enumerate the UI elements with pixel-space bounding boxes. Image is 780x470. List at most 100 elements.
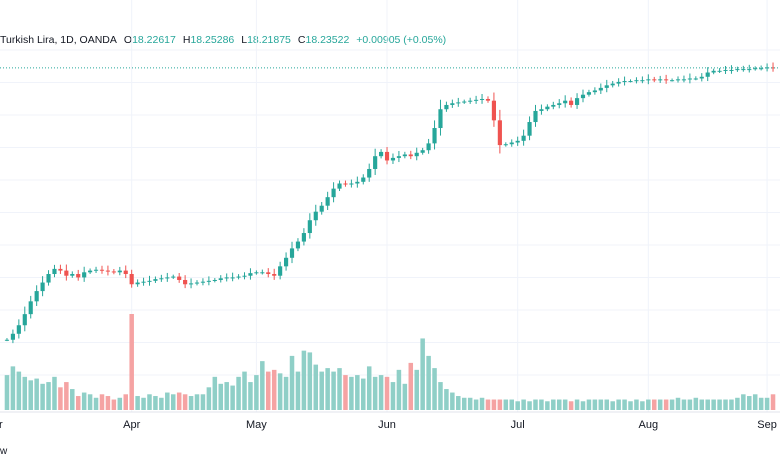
volume-bar	[741, 394, 746, 410]
candle-body	[634, 80, 639, 82]
volume-bar	[372, 376, 378, 410]
candle	[628, 79, 633, 83]
candle	[379, 149, 384, 159]
volume-bar	[93, 397, 99, 410]
candle	[664, 74, 669, 84]
volume-bar	[218, 383, 224, 410]
candle-body	[426, 143, 431, 151]
candle	[319, 201, 324, 215]
candle	[76, 269, 81, 281]
volume-bar	[675, 397, 681, 410]
candle	[474, 95, 479, 104]
candle	[147, 275, 152, 286]
volume-bar	[52, 376, 57, 410]
volume-bar	[46, 382, 51, 410]
volume-bar	[266, 371, 271, 410]
candle-body	[266, 272, 271, 275]
volume-bar	[628, 401, 633, 410]
candle	[10, 329, 15, 344]
candle	[46, 270, 51, 286]
candle-body	[76, 274, 81, 278]
candle	[741, 65, 746, 72]
candle-body	[272, 274, 277, 276]
volume-bar	[527, 401, 532, 410]
x-tick-label: Jul	[511, 419, 525, 431]
volume-bar	[456, 396, 461, 410]
candle-body	[390, 157, 396, 161]
volume-bar	[586, 399, 592, 410]
candle	[723, 65, 728, 74]
candle-body	[468, 100, 473, 102]
volume-bar	[461, 397, 467, 410]
candle-body	[497, 120, 502, 146]
volume-bar	[236, 376, 241, 410]
candle	[171, 274, 176, 279]
candle-body	[236, 276, 241, 278]
candle	[22, 306, 27, 332]
candle	[177, 272, 182, 283]
candle	[533, 104, 538, 127]
candle-body	[194, 282, 200, 284]
candle	[349, 179, 354, 188]
candle-body	[129, 274, 134, 285]
candle-body	[379, 151, 384, 157]
candle	[497, 109, 502, 154]
candle	[509, 139, 514, 147]
candle	[200, 278, 206, 286]
volume-bar	[325, 368, 330, 410]
x-tick-label: May	[246, 419, 267, 431]
candle	[82, 266, 87, 282]
volume-bar	[4, 375, 10, 410]
volume-bar	[634, 399, 639, 410]
volume-bar	[28, 380, 33, 410]
candle	[384, 147, 390, 165]
volume-bar	[551, 399, 556, 410]
candle	[563, 95, 568, 108]
candle-body	[165, 277, 170, 279]
volume-bar	[361, 378, 366, 410]
candle-body	[545, 106, 550, 110]
volume-bar	[384, 376, 390, 410]
candle	[224, 273, 229, 282]
volume-bar	[277, 373, 283, 410]
volume-bar	[450, 392, 455, 410]
volume-bar	[545, 401, 550, 410]
volume-bar	[307, 352, 313, 410]
candle-body	[687, 78, 692, 80]
volume-bar	[337, 368, 342, 410]
candle-body	[88, 270, 93, 273]
candle-body	[40, 282, 45, 292]
candle-body	[681, 79, 687, 81]
candle	[569, 97, 574, 108]
candle-body	[586, 92, 592, 95]
volume-bar	[657, 399, 663, 410]
candle-body	[664, 79, 669, 81]
candle	[687, 73, 692, 84]
candle	[759, 65, 764, 71]
volume-bar	[295, 371, 301, 410]
volume-bar	[105, 396, 111, 410]
volume-bar	[717, 399, 722, 410]
volume-bar	[699, 399, 705, 410]
candle-body	[4, 339, 10, 341]
volume-bar	[646, 399, 651, 410]
volume-bar	[426, 355, 431, 410]
candle-body	[652, 79, 657, 81]
candle-body	[699, 76, 704, 79]
volume-bar	[479, 397, 485, 410]
volume-bar	[289, 355, 295, 410]
volume-bar	[224, 382, 229, 410]
candle	[165, 272, 170, 282]
candle-body	[254, 272, 259, 274]
candle-body	[319, 205, 324, 212]
volume-bar	[271, 369, 277, 410]
candle-body	[159, 278, 164, 280]
volume-bar	[159, 397, 164, 410]
candle-body	[230, 277, 235, 279]
candle-body	[58, 268, 63, 271]
candle-body	[355, 181, 360, 184]
volume-bar	[663, 399, 669, 410]
candle	[420, 147, 425, 155]
candle-body	[200, 281, 206, 283]
